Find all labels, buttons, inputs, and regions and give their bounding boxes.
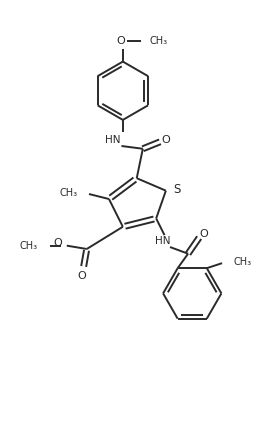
Text: CH₃: CH₃ bbox=[149, 36, 167, 46]
Text: CH₃: CH₃ bbox=[20, 241, 38, 250]
Text: O: O bbox=[78, 271, 86, 280]
Text: S: S bbox=[174, 183, 181, 196]
Text: O: O bbox=[116, 36, 125, 46]
Text: O: O bbox=[200, 229, 209, 239]
Text: CH₃: CH₃ bbox=[234, 257, 252, 267]
Text: O: O bbox=[162, 134, 170, 145]
Text: HN: HN bbox=[155, 237, 171, 246]
Text: HN: HN bbox=[105, 135, 120, 146]
Text: O: O bbox=[53, 238, 62, 249]
Text: CH₃: CH₃ bbox=[59, 188, 77, 198]
